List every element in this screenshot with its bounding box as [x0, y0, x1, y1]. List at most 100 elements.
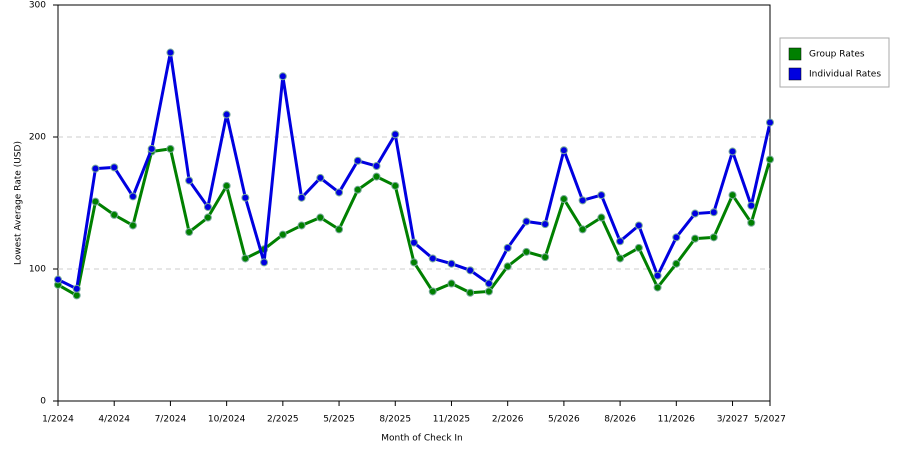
data-point	[672, 259, 681, 268]
data-point	[91, 164, 100, 173]
data-point	[691, 209, 700, 218]
data-point	[372, 162, 381, 171]
data-point	[447, 259, 456, 268]
data-point	[709, 208, 718, 217]
data-point	[147, 144, 156, 153]
data-point	[597, 213, 606, 222]
data-point	[185, 228, 194, 237]
data-point	[466, 288, 475, 297]
data-point	[335, 188, 344, 197]
data-point	[316, 173, 325, 182]
legend-swatch	[788, 67, 802, 81]
data-point	[110, 210, 119, 219]
data-point	[428, 254, 437, 263]
data-point	[766, 118, 774, 127]
x-tick-label: 8/2026	[604, 415, 636, 425]
data-point	[634, 243, 643, 252]
data-point	[634, 221, 643, 230]
data-point	[185, 176, 194, 185]
data-point	[72, 291, 81, 300]
y-tick-label: 0	[40, 397, 46, 407]
data-point	[297, 193, 306, 202]
data-point	[222, 181, 231, 190]
data-point	[578, 196, 587, 205]
x-axis-label: Month of Check In	[381, 434, 463, 444]
data-point	[653, 271, 662, 280]
data-point	[559, 195, 568, 204]
data-point	[541, 253, 550, 262]
x-tick-label: 11/2025	[433, 415, 470, 425]
data-point	[410, 238, 418, 247]
x-tick-label: 3/2027	[717, 415, 749, 425]
y-tick-label: 300	[29, 1, 46, 11]
data-point	[484, 279, 493, 288]
y-tick-label: 100	[29, 265, 46, 275]
data-point	[110, 163, 119, 172]
data-point	[691, 234, 700, 243]
data-point	[597, 191, 606, 200]
data-point	[672, 233, 681, 242]
x-tick-label: 11/2026	[658, 415, 696, 425]
data-point	[522, 217, 531, 226]
data-point	[466, 266, 475, 275]
x-tick-label: 10/2024	[208, 415, 246, 425]
data-point	[297, 221, 306, 230]
data-point	[522, 247, 531, 256]
x-tick-label: 8/2025	[379, 415, 411, 425]
data-point	[278, 230, 287, 239]
legend-swatch	[788, 47, 802, 61]
data-point	[241, 254, 250, 263]
data-point	[391, 181, 400, 190]
x-tick-label: 1/2024	[42, 415, 74, 425]
data-point	[709, 233, 718, 242]
data-point	[747, 218, 756, 227]
data-point	[766, 155, 774, 164]
data-point	[260, 258, 269, 267]
data-point	[578, 225, 587, 234]
data-point	[616, 254, 625, 263]
data-point	[559, 146, 568, 155]
plot-area	[57, 4, 771, 402]
data-point	[278, 72, 287, 81]
y-axis-label: Lowest Average Rate (USD)	[14, 141, 24, 265]
data-point	[484, 287, 493, 296]
data-point	[335, 225, 344, 234]
data-point	[91, 197, 100, 206]
legend-label: Group Rates	[809, 50, 865, 60]
data-point	[653, 283, 662, 292]
data-point	[616, 237, 625, 246]
data-point	[316, 213, 325, 222]
data-point	[166, 48, 175, 57]
data-point	[353, 156, 362, 165]
data-point	[203, 202, 212, 211]
legend-label: Individual Rates	[809, 70, 881, 80]
data-point	[391, 130, 400, 139]
data-point	[372, 172, 381, 181]
data-point	[222, 110, 231, 119]
data-point	[447, 279, 456, 288]
data-point	[166, 144, 175, 153]
data-point	[728, 147, 737, 156]
data-point	[410, 258, 418, 267]
x-tick-label: 2/2026	[492, 415, 524, 425]
data-point	[728, 191, 737, 200]
data-point	[128, 192, 137, 201]
data-point	[503, 262, 512, 271]
data-point	[72, 284, 81, 293]
y-tick-label: 200	[29, 133, 46, 143]
data-point	[353, 185, 362, 194]
data-point	[54, 275, 62, 284]
data-point	[203, 213, 212, 222]
x-tick-label: 5/2026	[548, 415, 580, 425]
data-point	[241, 193, 250, 202]
x-tick-label: 4/2024	[98, 415, 130, 425]
data-point	[428, 287, 437, 296]
data-point	[541, 220, 550, 229]
data-point	[747, 201, 756, 210]
x-tick-label: 5/2025	[323, 415, 355, 425]
x-tick-label: 5/2027	[754, 415, 786, 425]
data-point	[503, 243, 512, 252]
x-tick-label: 7/2024	[155, 415, 187, 425]
data-point	[128, 221, 137, 230]
